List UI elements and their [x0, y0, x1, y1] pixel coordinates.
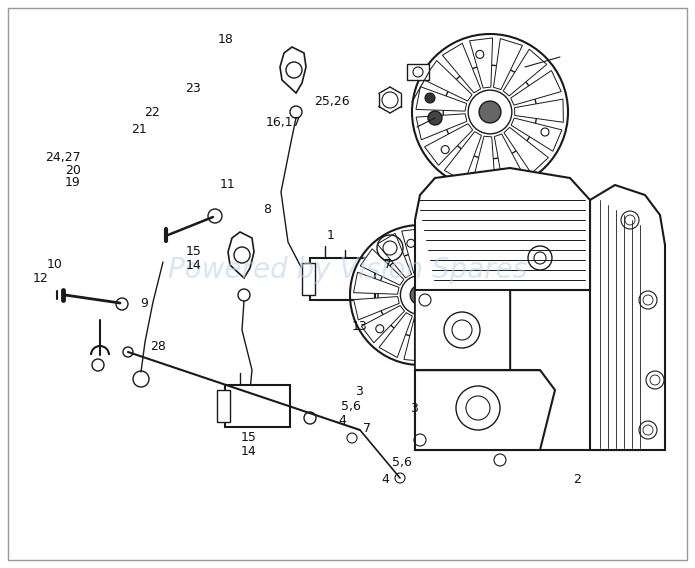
Text: 10: 10	[47, 258, 62, 270]
Polygon shape	[302, 263, 315, 295]
Polygon shape	[225, 385, 290, 427]
Polygon shape	[590, 185, 665, 450]
Text: 9: 9	[140, 298, 149, 310]
Circle shape	[479, 101, 501, 123]
Polygon shape	[228, 232, 254, 278]
Circle shape	[425, 93, 435, 103]
Polygon shape	[354, 272, 399, 294]
Polygon shape	[415, 290, 510, 370]
Text: 3: 3	[409, 403, 418, 415]
Text: 22: 22	[144, 106, 159, 119]
Polygon shape	[443, 43, 481, 93]
Text: 4: 4	[338, 414, 347, 427]
Polygon shape	[504, 127, 548, 173]
Text: 25,26: 25,26	[314, 95, 350, 107]
Text: 1: 1	[326, 229, 334, 242]
Text: 7: 7	[384, 258, 392, 270]
Polygon shape	[217, 390, 230, 422]
Text: 5,6: 5,6	[341, 400, 361, 412]
Polygon shape	[360, 249, 404, 285]
Text: 3: 3	[355, 386, 363, 398]
Polygon shape	[503, 49, 547, 96]
Text: 11: 11	[220, 178, 236, 191]
Polygon shape	[361, 306, 404, 343]
Polygon shape	[416, 87, 466, 111]
Polygon shape	[425, 124, 473, 165]
Polygon shape	[280, 47, 306, 93]
Text: 18: 18	[218, 34, 234, 46]
Text: 12: 12	[33, 272, 48, 285]
Circle shape	[410, 285, 430, 305]
Polygon shape	[415, 270, 640, 450]
Text: 13: 13	[352, 320, 368, 333]
Text: 7: 7	[363, 423, 371, 435]
Polygon shape	[444, 132, 482, 182]
Polygon shape	[494, 134, 525, 185]
Text: 20: 20	[65, 164, 81, 177]
Polygon shape	[415, 168, 590, 290]
Polygon shape	[511, 70, 562, 105]
Text: 14: 14	[186, 260, 201, 272]
Polygon shape	[423, 61, 472, 101]
Text: 2: 2	[573, 474, 581, 486]
Text: 23: 23	[186, 82, 201, 94]
Polygon shape	[472, 136, 495, 186]
Polygon shape	[402, 228, 423, 273]
Text: 24,27: 24,27	[44, 152, 81, 164]
Text: 15: 15	[186, 245, 201, 258]
Polygon shape	[511, 118, 562, 151]
Text: 8: 8	[263, 203, 272, 215]
Text: 5,6: 5,6	[392, 457, 411, 469]
Polygon shape	[423, 229, 449, 275]
Polygon shape	[432, 239, 471, 281]
Polygon shape	[377, 233, 411, 278]
Polygon shape	[404, 317, 425, 361]
Text: 19: 19	[65, 177, 81, 189]
Text: 4: 4	[382, 474, 390, 486]
Text: 21: 21	[131, 123, 147, 136]
Polygon shape	[415, 370, 555, 450]
Polygon shape	[407, 64, 429, 80]
Polygon shape	[514, 99, 564, 122]
Polygon shape	[439, 258, 484, 289]
Polygon shape	[442, 283, 486, 304]
Polygon shape	[310, 258, 375, 300]
Circle shape	[428, 111, 442, 125]
Polygon shape	[379, 312, 412, 357]
Polygon shape	[354, 296, 399, 320]
Text: 28: 28	[151, 340, 166, 353]
Polygon shape	[439, 300, 484, 330]
Polygon shape	[424, 315, 451, 361]
Polygon shape	[432, 309, 473, 350]
Text: Powered by Vision Spares: Powered by Vision Spares	[168, 256, 527, 284]
Polygon shape	[416, 114, 467, 140]
Text: 15: 15	[241, 431, 256, 444]
Text: 14: 14	[241, 445, 256, 458]
Text: 16,17: 16,17	[265, 116, 302, 128]
Polygon shape	[470, 38, 493, 88]
Polygon shape	[493, 39, 523, 90]
